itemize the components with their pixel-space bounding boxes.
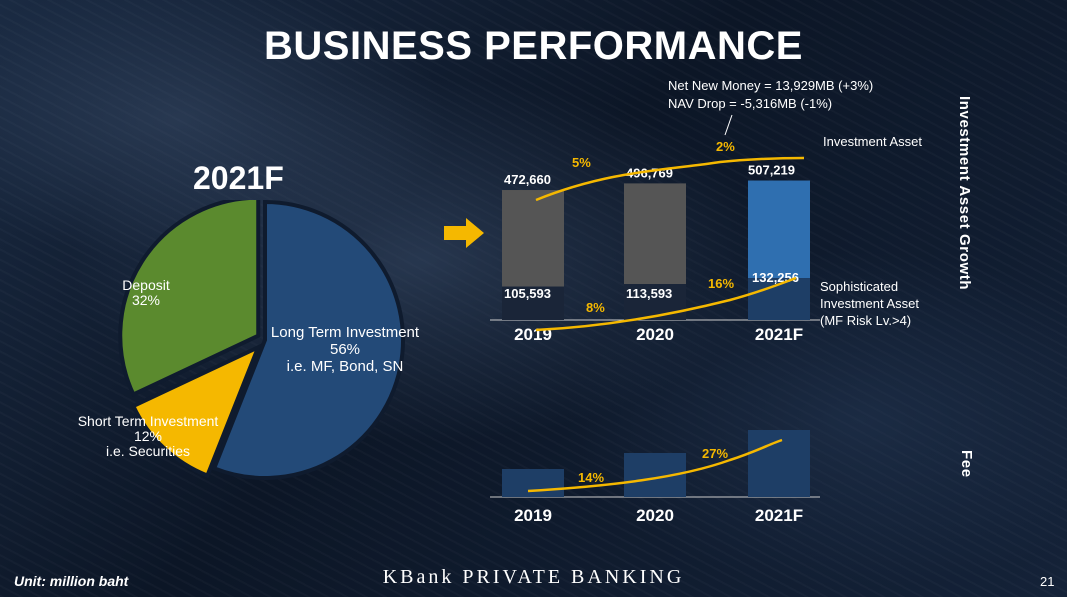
pie-label-long-term-pct: 56% [329,341,361,358]
bar-sophisticated-asset-2019 [502,286,564,320]
bar-investment-asset-2019 [502,190,564,287]
asset-mix-pie-chart [118,200,405,480]
brand-wordmark: KBank PRIVATE BANKING [382,566,685,588]
nav-drop-note: NAV Drop = -5,316MB (-1%) [668,96,833,111]
net-new-money-note: Net New Money = 13,929MB (+3%) [668,78,874,93]
legend-sophisticated-line2: Investment Asset [820,296,919,311]
fee-x-tick-2021f: 2021F [754,506,804,525]
pie-label-deposit: Deposit 32% [100,278,192,308]
data-label-sophisticated-asset-2021f: 132,256 [752,270,799,285]
growth-label-investment-2021f: 2% [716,140,735,154]
growth-label-sophisticated-2021f: 16% [708,276,734,291]
pie-label-long-term-example: i.e. MF, Bond, SN [286,358,404,375]
investment-asset-bar-chart: 472,660105,5932019496,769113,5932020507,… [490,140,820,340]
bar-investment-asset-2020 [624,183,686,285]
pie-chart-title: 2021F [193,160,284,196]
pie-label-short-term-name: Short Term Investment [77,413,219,429]
bar-investment-asset-2021f [748,180,810,279]
x-tick-2019: 2019 [514,325,552,340]
page-number: 21 [1040,574,1055,589]
pie-label-long-term-name: Long Term Investment [270,324,420,341]
fee-bar-chart: 14% 27% [490,430,820,498]
legend-sophisticated-line3: (MF Risk Lv.>4) [820,313,912,328]
pie-label-short-term-example: i.e. Securities [105,443,191,459]
growth-line-fee [527,438,783,493]
data-label-sophisticated-asset-2019: 105,593 [504,286,551,301]
pie-slice-deposit [118,200,261,398]
legend-investment-asset: Investment Asset [823,134,922,149]
bar-sophisticated-asset-2020 [624,284,686,320]
growth-line-sophisticated-asset [535,276,797,332]
annotation-pointer-line [724,114,733,136]
data-label-investment-asset-2021f: 507,219 [748,163,795,178]
bar-fee-2019 [502,469,564,497]
x-tick-2021f: 2021F [755,325,803,340]
data-label-investment-asset-2019: 472,660 [504,172,551,187]
legend-sophisticated-line1: Sophisticated [820,279,899,294]
pie-slice-long-term [211,200,405,480]
data-label-sophisticated-asset-2020: 113,593 [626,286,672,301]
pie-label-deposit-pct: 32% [131,292,161,308]
x-tick-2020: 2020 [636,325,674,340]
growth-label-investment-2020: 5% [572,155,591,170]
fee-x-tick-2020: 2020 [636,506,674,525]
right-arrow-icon [444,218,484,248]
pie-label-short-term-pct: 12% [133,428,163,444]
vertical-label-investment-growth: Investment Asset Growth [956,96,973,291]
growth-label-fee-2021f: 27% [702,446,728,461]
vertical-label-fee: Fee [958,450,975,478]
growth-line-investment-asset [535,156,805,202]
pie-label-short-term: Short Term Investment 12% i.e. Securitie… [50,414,246,459]
pie-label-deposit-name: Deposit [122,277,170,293]
unit-note: Unit: million baht [14,573,129,589]
fee-x-tick-2019: 2019 [514,506,552,525]
page-title: BUSINESS PERFORMANCE [264,24,803,68]
legend-sophisticated-asset: Sophisticated Investment Asset (MF Risk … [820,278,919,329]
growth-label-fee-2020: 14% [578,470,604,485]
pie-label-long-term: Long Term Investment 56% i.e. MF, Bond, … [244,324,446,375]
pie-slice-short-term [130,343,262,479]
growth-label-sophisticated-2020: 8% [586,300,605,315]
